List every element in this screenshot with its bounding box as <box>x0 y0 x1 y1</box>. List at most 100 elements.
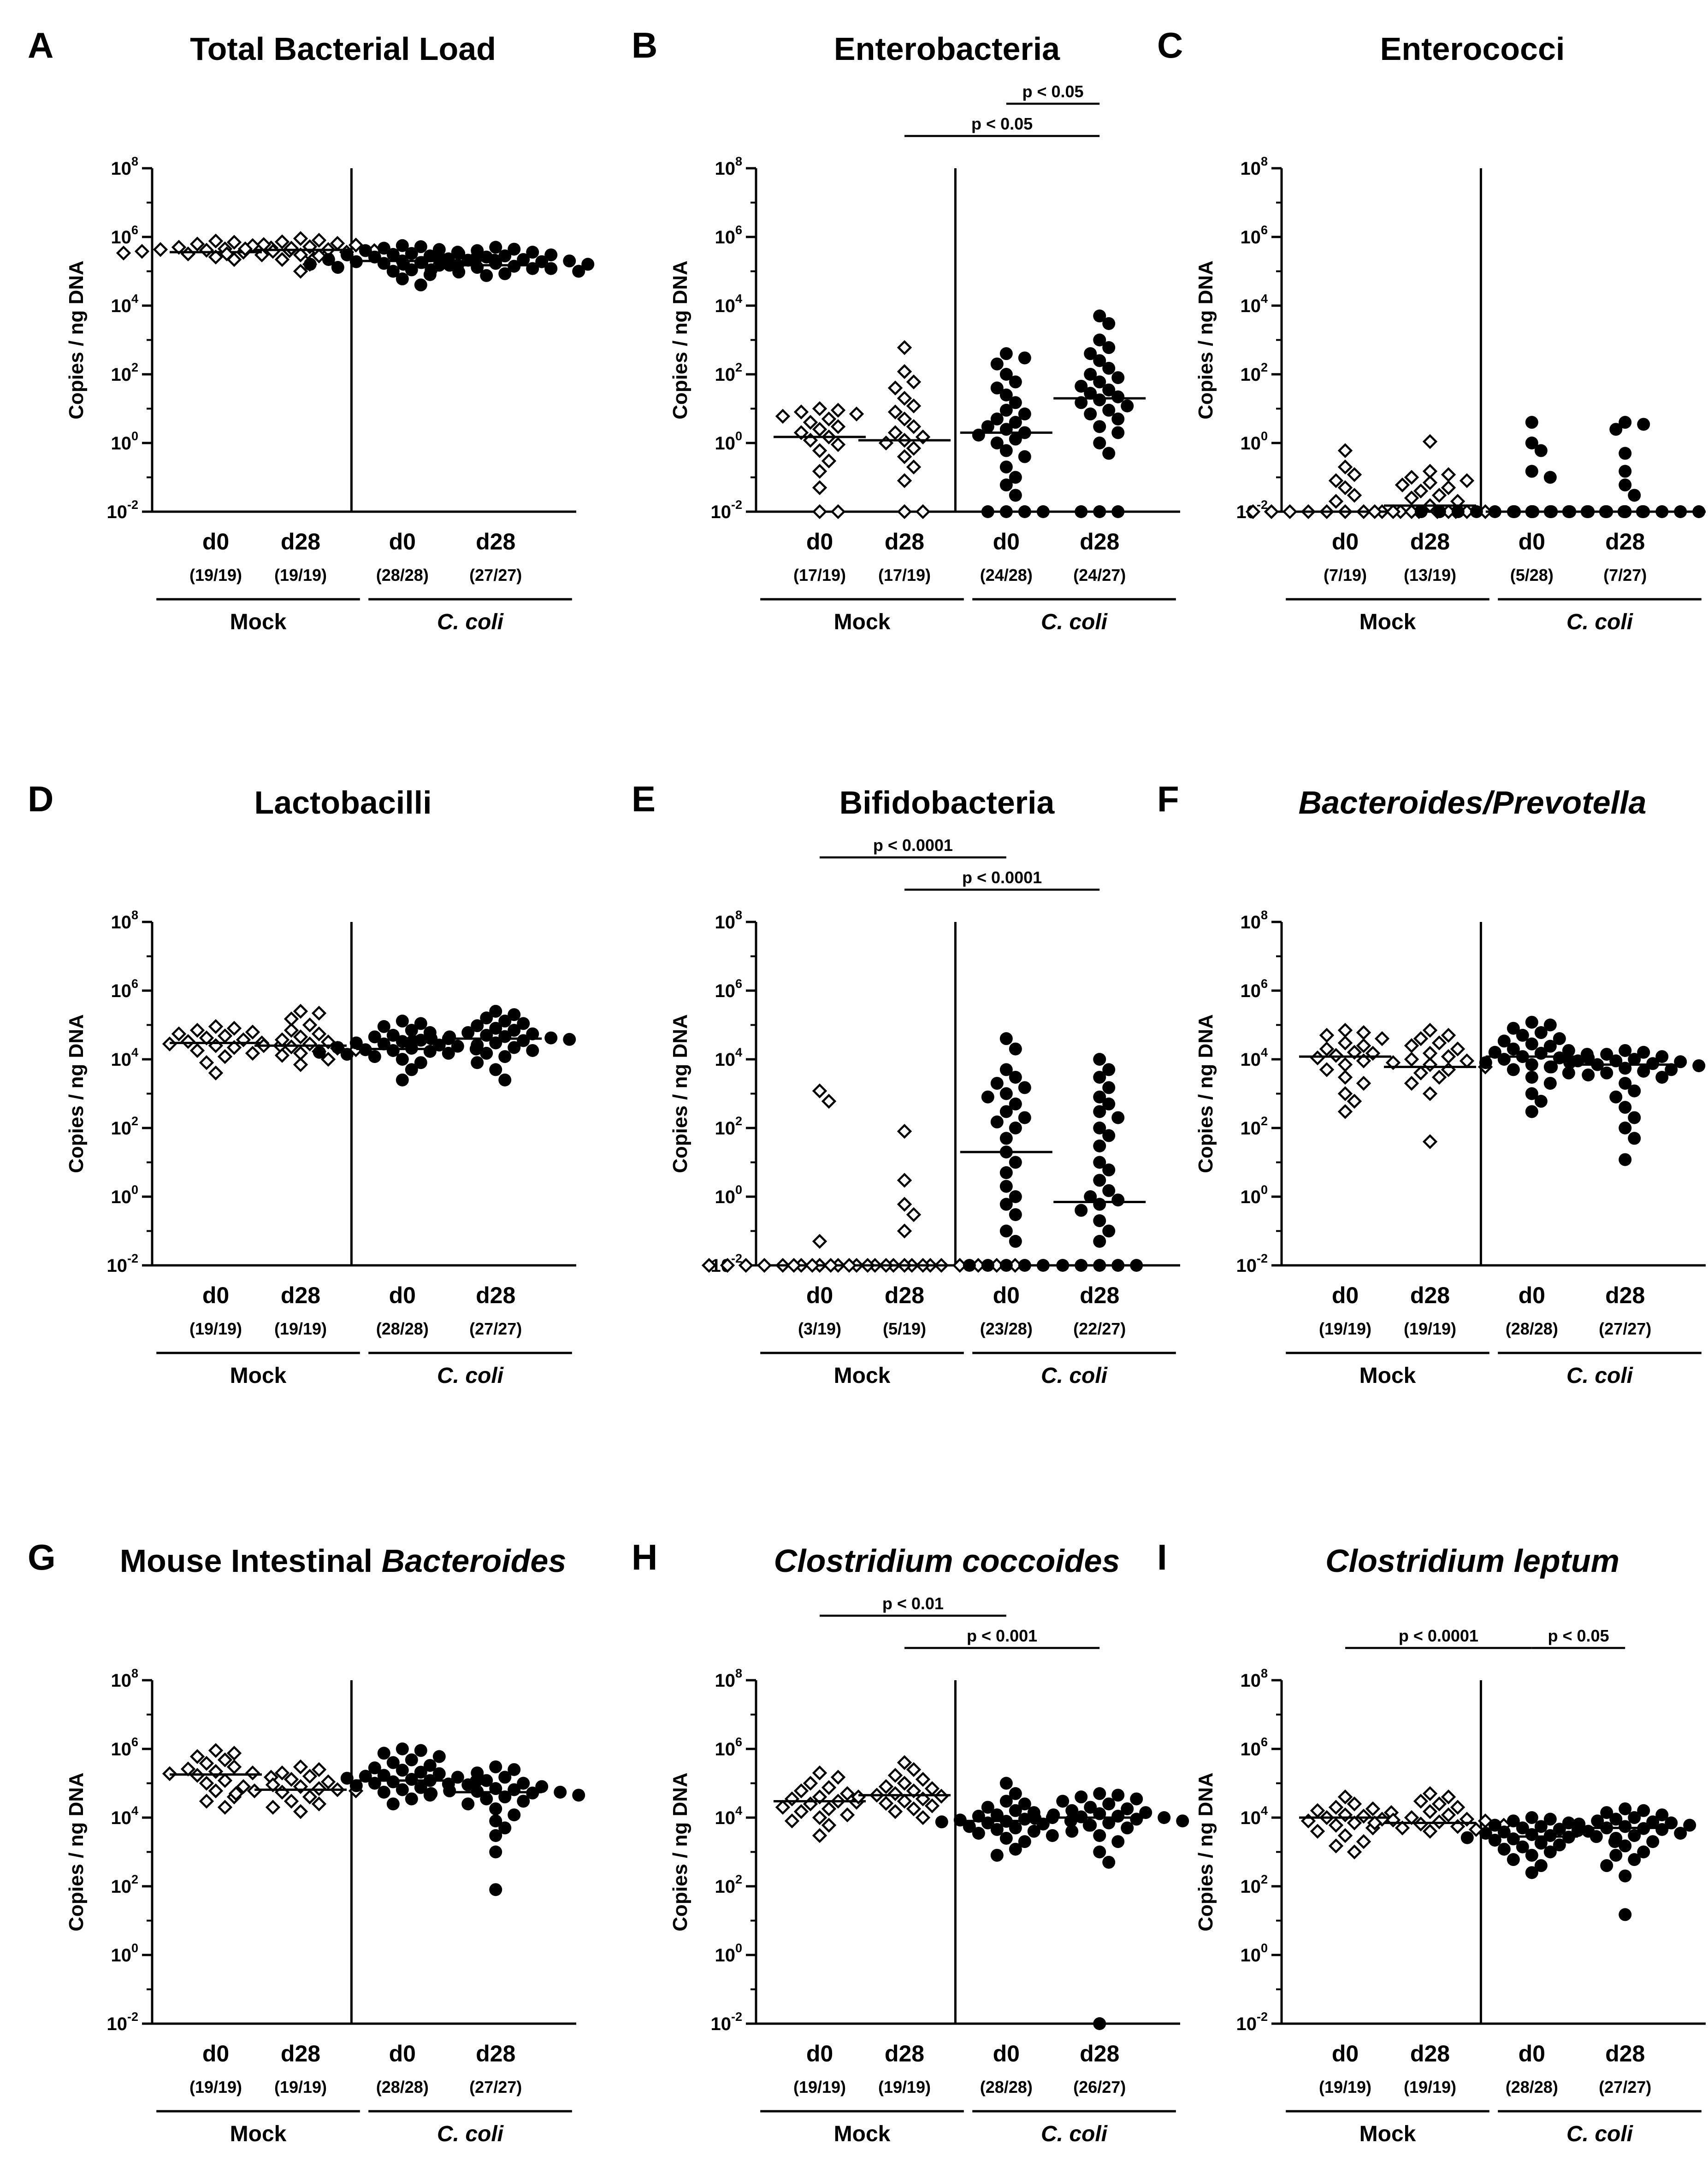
y-tick-label: 102 <box>111 1114 138 1139</box>
data-point-diamond <box>265 1800 281 1815</box>
data-point-diamond <box>1264 504 1279 520</box>
data-point-circle <box>517 1034 530 1047</box>
data-point-diamond <box>821 453 837 469</box>
data-point-diamond <box>1356 1075 1371 1091</box>
data-point-circle <box>461 1797 475 1811</box>
data-point-diamond <box>906 1801 922 1817</box>
data-point-diamond <box>1404 1075 1419 1091</box>
data-point-circle <box>1525 1828 1538 1841</box>
data-point-circle <box>1056 1259 1070 1272</box>
data-point-diamond <box>812 443 827 458</box>
x-fraction-label: (28/28) <box>1506 2078 1558 2096</box>
data-point-circle <box>1093 1845 1106 1859</box>
data-point-circle <box>1628 1829 1641 1842</box>
y-tick-label: 100 <box>1240 1941 1268 1966</box>
significance-label: p < 0.0001 <box>873 836 953 855</box>
data-point-circle <box>508 1763 521 1776</box>
data-point-diamond <box>293 1029 308 1045</box>
data-point-diamond <box>812 1828 827 1843</box>
data-point-circle <box>990 1808 1004 1822</box>
data-point-diamond <box>284 1011 299 1027</box>
data-point-diamond <box>208 1065 224 1081</box>
data-point-circle <box>1619 1839 1632 1853</box>
data-point-circle <box>1637 1845 1650 1859</box>
data-point-circle <box>1093 1139 1106 1152</box>
data-point-diamond <box>1337 1104 1353 1119</box>
data-point-diamond <box>237 241 253 257</box>
data-point-circle <box>489 1004 502 1018</box>
data-point-circle <box>1692 1059 1706 1072</box>
data-point-diamond <box>812 504 827 520</box>
x-fraction-label: (5/19) <box>883 1319 926 1338</box>
data-point-circle <box>1609 423 1623 436</box>
data-point-diamond <box>1337 1807 1353 1823</box>
data-point-diamond <box>1422 475 1438 490</box>
x-fraction-label: (28/28) <box>376 2078 429 2096</box>
group-label: C. coli <box>1041 610 1108 634</box>
panel-title: Mouse Intestinal Bacteroides <box>120 1543 567 1579</box>
data-point-circle <box>990 1115 1004 1128</box>
data-point-diamond <box>1431 1069 1447 1085</box>
data-point-circle <box>1111 390 1125 403</box>
y-tick-label: 108 <box>111 908 138 933</box>
data-point-circle <box>1534 1837 1548 1850</box>
data-point-circle <box>544 248 558 261</box>
data-point-diamond <box>897 364 912 379</box>
y-tick-label: 108 <box>1240 908 1268 933</box>
y-tick-label: 102 <box>111 1872 138 1897</box>
data-point-circle <box>1619 416 1632 429</box>
data-point-circle <box>1497 1825 1511 1839</box>
data-point-circle <box>1102 1184 1116 1197</box>
data-point-diamond <box>812 1234 827 1249</box>
data-point-diamond <box>812 1083 827 1098</box>
data-point-circle <box>517 1795 530 1808</box>
data-point-circle <box>1507 1853 1520 1866</box>
data-point-circle <box>303 258 317 271</box>
data-point-circle <box>1460 1831 1474 1844</box>
panel-title: Bacteroides/Prevotella <box>1299 785 1647 821</box>
x-fraction-label: (19/19) <box>1404 2078 1456 2096</box>
data-point-circle <box>489 1802 502 1815</box>
data-point-diamond <box>1422 1804 1438 1819</box>
x-fraction-label: (17/19) <box>793 566 846 585</box>
y-axis-label: Copies / ng DNA <box>1194 1772 1217 1931</box>
data-point-circle <box>340 248 354 261</box>
group-label: C. coli <box>1566 1364 1634 1388</box>
data-point-circle <box>1507 1063 1520 1076</box>
data-point-circle <box>572 1789 585 1802</box>
data-point-circle <box>349 1036 363 1050</box>
data-point-diamond <box>245 1045 260 1061</box>
data-point-circle <box>322 253 335 266</box>
data-point-circle <box>517 1017 530 1030</box>
data-point-diamond <box>1328 1048 1344 1063</box>
y-tick-label: 106 <box>1240 1735 1268 1760</box>
data-point-diamond <box>189 1043 205 1058</box>
group-label: C. coli <box>1041 1364 1108 1388</box>
data-point-circle <box>1047 1808 1060 1822</box>
data-point-diamond <box>841 1258 857 1273</box>
data-point-circle <box>1075 1259 1088 1272</box>
data-point-circle <box>1084 387 1097 400</box>
data-point-diamond <box>293 1004 308 1019</box>
data-point-diamond <box>887 380 903 396</box>
data-point-circle <box>1534 1095 1548 1108</box>
x-fraction-label: (19/19) <box>1319 2078 1371 2096</box>
data-point-diamond <box>1282 504 1298 520</box>
x-category-label: d28 <box>1410 1282 1450 1308</box>
data-point-circle <box>489 1760 502 1773</box>
data-point-circle <box>405 247 418 260</box>
data-point-diamond <box>887 1786 903 1801</box>
data-point-diamond <box>293 1804 308 1819</box>
data-point-circle <box>1102 1816 1116 1830</box>
significance-label: p < 0.05 <box>1022 82 1083 101</box>
data-point-circle <box>981 420 994 433</box>
data-point-circle <box>489 257 502 270</box>
data-point-diamond <box>897 504 912 520</box>
data-point-circle <box>1018 1813 1031 1826</box>
data-point-circle <box>999 388 1013 402</box>
data-point-circle <box>452 266 466 279</box>
y-tick-label: 106 <box>111 1735 138 1760</box>
data-point-diamond <box>219 246 235 262</box>
data-point-diamond <box>906 374 922 390</box>
data-point-diamond <box>245 1765 260 1781</box>
